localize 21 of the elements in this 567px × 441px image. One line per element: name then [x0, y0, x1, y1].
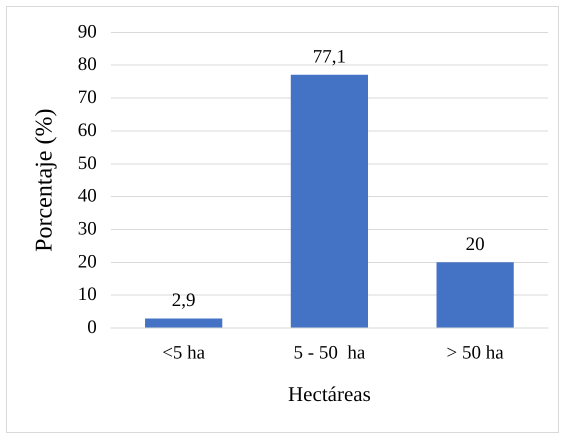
x-tick-label: > 50 ha [446, 342, 504, 364]
y-tick-label: 10 [78, 284, 97, 306]
y-tick-label: 60 [78, 120, 97, 141]
data-label: 77,1 [312, 46, 346, 68]
y-tick-label: 70 [78, 87, 97, 108]
x-tick-label: 5 - 50 ha [294, 342, 366, 364]
y-tick-label: 30 [78, 218, 97, 240]
y-tick-label: 40 [78, 186, 97, 207]
bar [436, 262, 514, 328]
data-label: 2,9 [172, 290, 196, 311]
x-tick-label: <5 ha [162, 342, 206, 364]
y-axis-title: Porcentaje (%) [32, 108, 58, 252]
y-tick-label: 20 [78, 251, 97, 272]
y-tick-label: 90 [78, 21, 97, 42]
x-axis-title: Hectáreas [288, 382, 371, 406]
y-tick-label: 0 [87, 316, 97, 338]
y-tick-label: 80 [78, 54, 97, 76]
bar [145, 318, 222, 328]
y-tick-label: 50 [78, 152, 97, 174]
bar [290, 74, 368, 328]
data-label: 20 [466, 234, 485, 255]
